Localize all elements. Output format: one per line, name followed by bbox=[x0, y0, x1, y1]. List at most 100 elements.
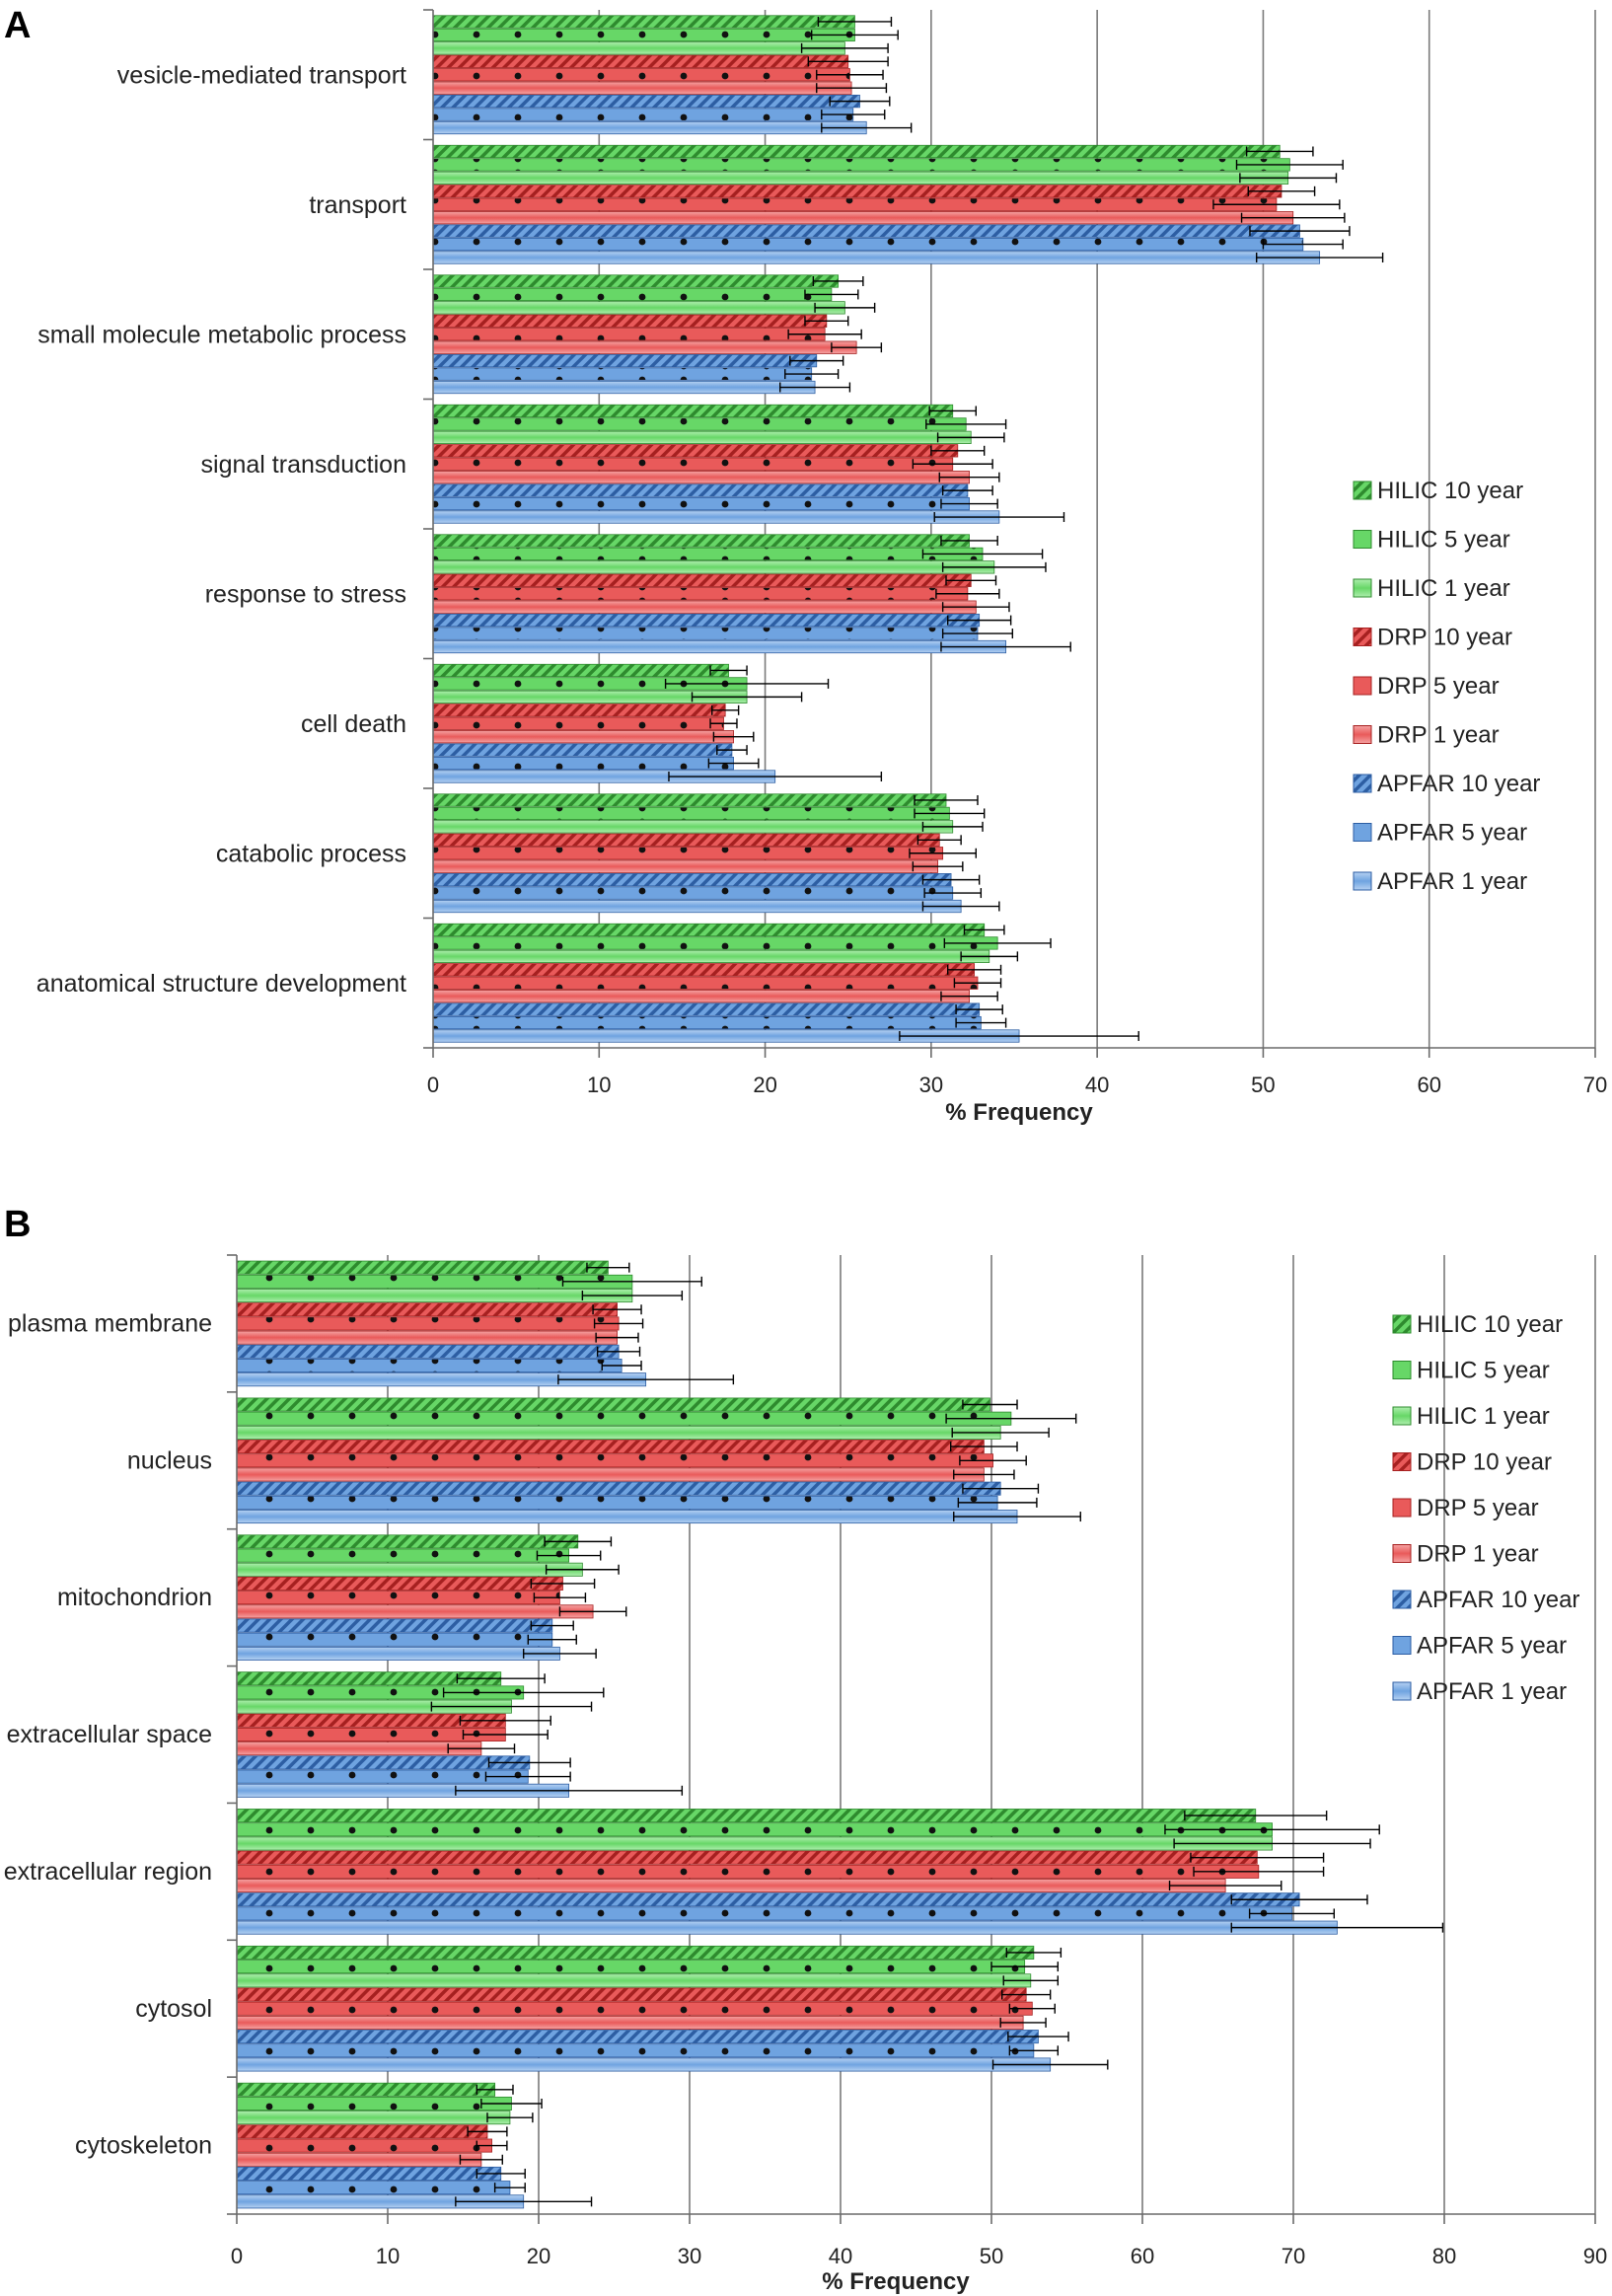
error-bar-cytosol-apfar-5-year bbox=[1008, 2045, 1060, 2056]
error-bar-response-to-stress-drp-5-year bbox=[935, 588, 1000, 599]
legend-label-hilic-1-year: HILIC 1 year bbox=[1377, 575, 1510, 602]
x-tick-label-50: 50 bbox=[1251, 1073, 1275, 1097]
bar-small-molecule-metabolic-process-apfar-5-year bbox=[432, 367, 813, 381]
error-bar-anatomical-structure-development-drp-5-year bbox=[953, 978, 1002, 989]
panel-a-error-bars bbox=[664, 16, 1384, 1042]
error-bar-small-molecule-metabolic-process-apfar-10-year bbox=[789, 355, 844, 366]
category-label-mitochondrion: mitochondrion bbox=[57, 1584, 212, 1611]
error-bar-cell-death-drp-10-year bbox=[711, 704, 740, 715]
error-bar-small-molecule-metabolic-process-drp-10-year bbox=[804, 316, 849, 327]
bar-catabolic-process-drp-10-year bbox=[432, 833, 940, 847]
legend-swatch-apfar-5-year bbox=[1353, 823, 1372, 842]
bar-signal-transduction-apfar-10-year bbox=[432, 483, 969, 497]
error-bar-extracellular-space-drp-5-year bbox=[462, 1730, 549, 1740]
bar-mitochondrion-hilic-5-year bbox=[236, 1548, 570, 1563]
error-bar-transport-hilic-1-year bbox=[1239, 173, 1338, 184]
bar-small-molecule-metabolic-process-apfar-10-year bbox=[432, 354, 818, 368]
bar-nucleus-apfar-10-year bbox=[236, 1481, 1001, 1496]
error-bar-extracellular-space-apfar-5-year bbox=[484, 1771, 571, 1782]
error-bar-cell-death-apfar-5-year bbox=[707, 758, 760, 769]
bar-signal-transduction-hilic-10-year bbox=[432, 404, 954, 418]
legend-swatch-apfar-10-year bbox=[1392, 1590, 1412, 1609]
legend-label-hilic-5-year: HILIC 5 year bbox=[1377, 527, 1510, 554]
error-bar-signal-transduction-drp-10-year bbox=[930, 445, 986, 456]
legend-item-drp-5-year: DRP 5 year bbox=[1392, 1495, 1539, 1521]
x-tick-label-10: 10 bbox=[376, 2244, 400, 2268]
bar-mitochondrion-drp-10-year bbox=[236, 1576, 563, 1591]
x-tick-label-20: 20 bbox=[527, 2244, 550, 2268]
legend-swatch-drp-5-year bbox=[1353, 676, 1372, 696]
legend-label-drp-1-year: DRP 1 year bbox=[1377, 722, 1500, 749]
panel-a: A vesicle-mediated transport transport sma… bbox=[4, 5, 1607, 1126]
bar-vesicle-mediated-transport-apfar-5-year bbox=[432, 108, 854, 121]
error-bar-small-molecule-metabolic-process-apfar-1-year bbox=[779, 382, 851, 393]
error-bar-catabolic-process-drp-5-year bbox=[909, 848, 977, 858]
bar-anatomical-structure-development-hilic-1-year bbox=[432, 949, 990, 963]
error-bar-response-to-stress-apfar-10-year bbox=[946, 615, 1012, 626]
bar-transport-hilic-5-year bbox=[432, 158, 1290, 172]
error-bar-cell-death-drp-1-year bbox=[712, 731, 755, 742]
x-tick-label-0: 0 bbox=[427, 1073, 439, 1097]
panel-b: B plasma membrane nucleus mitochondrion ext… bbox=[4, 1204, 1607, 2295]
x-tick-label-40: 40 bbox=[829, 2244, 852, 2268]
bar-signal-transduction-drp-5-year bbox=[432, 457, 954, 471]
error-bar-transport-apfar-1-year bbox=[1255, 253, 1384, 263]
legend-label-hilic-5-year: HILIC 5 year bbox=[1417, 1358, 1550, 1384]
x-tick-label-70: 70 bbox=[1282, 2244, 1305, 2268]
error-bar-transport-hilic-10-year bbox=[1245, 146, 1314, 157]
error-bar-mitochondrion-apfar-10-year bbox=[530, 1620, 574, 1631]
bar-cytoskeleton-hilic-10-year bbox=[236, 2082, 496, 2097]
legend-item-drp-5-year: DRP 5 year bbox=[1353, 673, 1500, 700]
legend-swatch-apfar-10-year bbox=[1353, 774, 1372, 793]
legend-item-apfar-10-year: APFAR 10 year bbox=[1392, 1587, 1579, 1613]
bar-signal-transduction-apfar-5-year bbox=[432, 496, 970, 511]
bar-cytosol-drp-5-year bbox=[236, 2001, 1033, 2016]
error-bar-mitochondrion-apfar-5-year bbox=[527, 1634, 577, 1645]
error-bar-anatomical-structure-development-hilic-5-year bbox=[943, 937, 1052, 948]
bar-catabolic-process-apfar-1-year bbox=[432, 899, 962, 914]
error-bar-cell-death-hilic-5-year bbox=[664, 678, 830, 689]
error-bar-cytosol-apfar-10-year bbox=[1007, 2032, 1069, 2042]
bar-cell-death-drp-5-year bbox=[432, 716, 724, 730]
error-bar-vesicle-mediated-transport-hilic-10-year bbox=[817, 16, 893, 27]
error-bar-signal-transduction-apfar-10-year bbox=[941, 485, 993, 496]
legend-swatch-drp-10-year bbox=[1392, 1452, 1412, 1471]
error-bar-cytosol-apfar-1-year bbox=[991, 2059, 1109, 2070]
legend-item-drp-10-year: DRP 10 year bbox=[1392, 1449, 1552, 1476]
error-bar-transport-drp-10-year bbox=[1247, 185, 1316, 196]
bar-cytoskeleton-drp-1-year bbox=[236, 2152, 482, 2167]
error-bar-mitochondrion-drp-10-year bbox=[530, 1578, 596, 1589]
legend-item-apfar-5-year: APFAR 5 year bbox=[1353, 820, 1527, 847]
category-label-cytosol: cytosol bbox=[135, 1995, 212, 2023]
error-bar-signal-transduction-hilic-10-year bbox=[928, 406, 977, 416]
error-bar-plasma-membrane-drp-1-year bbox=[595, 1332, 639, 1343]
category-label-extracellular-region: extracellular region bbox=[4, 1858, 212, 1886]
legend-label-drp-5-year: DRP 5 year bbox=[1417, 1495, 1539, 1521]
bar-cytoskeleton-drp-10-year bbox=[236, 2124, 488, 2139]
bar-vesicle-mediated-transport-hilic-5-year bbox=[432, 28, 855, 42]
error-bar-response-to-stress-hilic-5-year bbox=[921, 549, 1044, 559]
error-bar-mitochondrion-hilic-10-year bbox=[544, 1536, 613, 1547]
bar-plasma-membrane-drp-5-year bbox=[236, 1316, 620, 1331]
bar-mitochondrion-drp-1-year bbox=[236, 1604, 594, 1619]
bar-plasma-membrane-hilic-10-year bbox=[236, 1260, 609, 1275]
error-bar-plasma-membrane-drp-5-year bbox=[593, 1318, 644, 1329]
error-bar-nucleus-apfar-1-year bbox=[953, 1512, 1081, 1522]
legend-swatch-drp-1-year bbox=[1392, 1544, 1412, 1563]
panel-a-bars bbox=[432, 15, 1321, 1043]
error-bar-anatomical-structure-development-apfar-5-year bbox=[955, 1017, 1007, 1028]
bar-cytosol-hilic-10-year bbox=[236, 1945, 1035, 1960]
error-bar-cell-death-apfar-10-year bbox=[716, 745, 748, 756]
panel-a-tick-labels: 0 10 20 30 40 50 60 70 bbox=[427, 1073, 1607, 1097]
error-bar-catabolic-process-apfar-1-year bbox=[921, 901, 1000, 912]
panel-b-axis bbox=[227, 1254, 1596, 2224]
bar-response-to-stress-hilic-10-year bbox=[432, 534, 970, 548]
bar-extracellular-region-apfar-10-year bbox=[236, 1892, 1300, 1907]
error-bar-extracellular-region-apfar-5-year bbox=[1248, 1908, 1336, 1919]
bar-signal-transduction-hilic-1-year bbox=[432, 430, 972, 444]
category-label-anatomical-structure-development: anatomical structure development bbox=[37, 970, 406, 998]
error-bar-cytosol-drp-10-year bbox=[1001, 1989, 1052, 2000]
x-tick-label-30: 30 bbox=[678, 2244, 701, 2268]
legend-label-hilic-1-year: HILIC 1 year bbox=[1417, 1403, 1550, 1430]
bar-anatomical-structure-development-drp-10-year bbox=[432, 963, 976, 977]
